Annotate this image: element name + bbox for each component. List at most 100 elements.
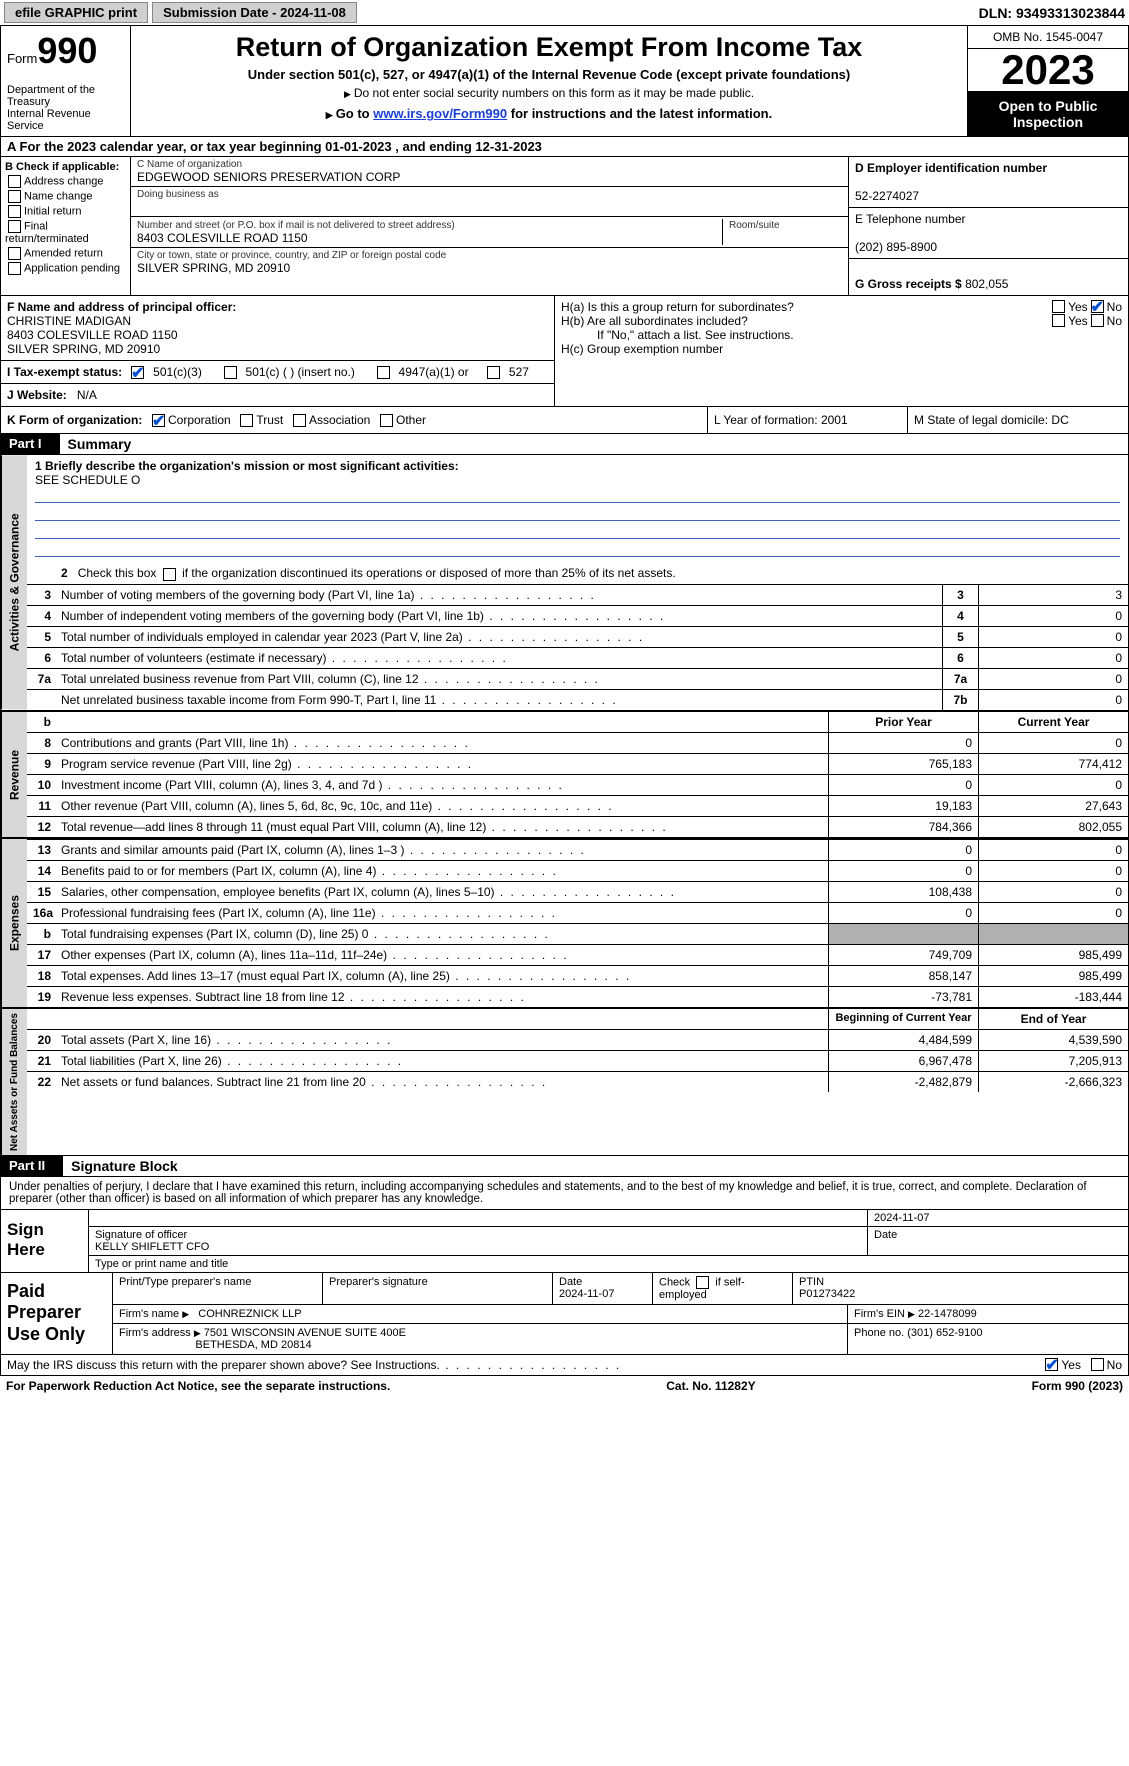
sig-date-label: Date (868, 1227, 1128, 1255)
addr-label: Number and street (or P.O. box if mail i… (137, 220, 455, 231)
summary-section: Activities & Governance 1 Briefly descri… (0, 455, 1129, 1155)
summary-line: 5Total number of individuals employed in… (27, 626, 1128, 647)
firm-ein: 22-1478099 (918, 1308, 977, 1320)
cb-initial-return[interactable]: Initial return (5, 205, 126, 218)
subtitle-2: Do not enter social security numbers on … (137, 86, 961, 100)
form-of-org: K Form of organization: Corporation Trus… (1, 407, 708, 433)
header-mid: Return of Organization Exempt From Incom… (131, 26, 968, 136)
sign-here-label: Sign Here (1, 1210, 89, 1272)
phone-cell: E Telephone number (202) 895-8900 (849, 208, 1128, 259)
prep-date-hdr: Date (559, 1276, 582, 1288)
submission-date: Submission Date - 2024-11-08 (152, 2, 357, 23)
cb-ha-no[interactable] (1091, 300, 1104, 313)
type-name-label: Type or print name and title (89, 1256, 1128, 1272)
open-to-public: Open to Public Inspection (968, 92, 1128, 136)
opt-trust: Trust (256, 413, 283, 427)
summary-line: 8Contributions and grants (Part VIII, li… (27, 732, 1128, 753)
phone-value: (202) 895-8900 (855, 240, 937, 254)
summary-line: 6Total number of volunteers (estimate if… (27, 647, 1128, 668)
ein-value: 52-2274027 (855, 189, 919, 203)
summary-line: 19Revenue less expenses. Subtract line 1… (27, 986, 1128, 1007)
hdr-prior-year: Prior Year (828, 712, 978, 732)
cb-name-change[interactable]: Name change (5, 190, 126, 203)
room-label: Room/suite (729, 220, 780, 231)
col-de: D Employer identification number 52-2274… (848, 157, 1128, 295)
hdr-begin-year: Beginning of Current Year (828, 1009, 978, 1029)
summary-line: 14Benefits paid to or for members (Part … (27, 860, 1128, 881)
form-title: Return of Organization Exempt From Incom… (137, 32, 961, 63)
cb-amended-return[interactable]: Amended return (5, 247, 126, 260)
summary-line: 18Total expenses. Add lines 13–17 (must … (27, 965, 1128, 986)
paid-preparer-label: Paid Preparer Use Only (1, 1273, 113, 1354)
summary-line: 20Total assets (Part X, line 16)4,484,59… (27, 1029, 1128, 1050)
cb-hb-yes[interactable] (1052, 314, 1065, 327)
cb-other[interactable] (380, 414, 393, 427)
cb-final-return[interactable]: Final return/terminated (5, 220, 126, 245)
prep-date: 2024-11-07 (559, 1288, 614, 1300)
gross-value: 802,055 (965, 277, 1008, 291)
firm-addr2: BETHESDA, MD 20814 (195, 1339, 311, 1351)
form990-link[interactable]: www.irs.gov/Form990 (373, 106, 507, 121)
net-header: Beginning of Current Year End of Year (27, 1009, 1128, 1029)
gross-receipts-cell: G Gross receipts $ 802,055 (849, 259, 1128, 295)
irs: Internal Revenue Service (7, 108, 91, 132)
tax-status-label: I Tax-exempt status: (7, 365, 122, 379)
cb-4947[interactable] (377, 366, 390, 379)
firm-name-label: Firm's name (119, 1308, 182, 1320)
tab-net-assets: Net Assets or Fund Balances (1, 1009, 27, 1155)
part-1-badge: Part I (1, 434, 60, 454)
cb-discuss-no[interactable] (1091, 1358, 1104, 1371)
dept-treasury: Department of the Treasury Internal Reve… (7, 84, 124, 132)
cb-address-change[interactable]: Address change (5, 175, 126, 188)
cb-assoc[interactable] (293, 414, 306, 427)
opt-501c: 501(c) ( ) (insert no.) (246, 365, 355, 379)
h-group-return: H(a) Is this a group return for subordin… (555, 296, 1128, 406)
cb-501c3[interactable] (131, 366, 144, 379)
city-label: City or town, state or province, country… (137, 250, 842, 261)
hdr-current-year: Current Year (978, 712, 1128, 732)
cb-trust[interactable] (240, 414, 253, 427)
form-prefix: Form (7, 51, 37, 66)
year-formation: L Year of formation: 2001 (708, 407, 908, 433)
ein-label: D Employer identification number (855, 161, 1047, 175)
ptin-hdr: PTIN (799, 1276, 824, 1288)
col-c-org-info: C Name of organization EDGEWOOD SENIORS … (131, 157, 848, 295)
cb-ha-yes[interactable] (1052, 300, 1065, 313)
cb-self-employed[interactable] (696, 1276, 709, 1289)
city-value: SILVER SPRING, MD 20910 (137, 261, 842, 275)
cb-application-pending[interactable]: Application pending (5, 262, 126, 275)
mission-text: SEE SCHEDULE O (35, 473, 140, 487)
summary-line: 7aTotal unrelated business revenue from … (27, 668, 1128, 689)
goto-line: Go to www.irs.gov/Form990 for instructio… (137, 106, 961, 121)
header-right: OMB No. 1545-0047 2023 Open to Public In… (968, 26, 1128, 136)
cb-corp[interactable] (152, 414, 165, 427)
officer-addr2: SILVER SPRING, MD 20910 (7, 342, 160, 356)
cb-527[interactable] (487, 366, 500, 379)
line-2: 2 Check this box if the organization dis… (27, 563, 1128, 583)
firm-name: COHNREZNICK LLP (198, 1308, 301, 1320)
summary-line: 21Total liabilities (Part X, line 26)6,9… (27, 1050, 1128, 1071)
cb-hb-no[interactable] (1091, 314, 1104, 327)
form-ref: Form 990 (2023) (1032, 1379, 1123, 1393)
prep-sig-hdr: Preparer's signature (323, 1273, 553, 1304)
officer-label: F Name and address of principal officer: (7, 300, 236, 314)
cb-501c[interactable] (224, 366, 237, 379)
dba-label: Doing business as (137, 189, 842, 200)
opt-assoc: Association (309, 413, 370, 427)
tax-year: 2023 (968, 49, 1128, 92)
paid-preparer-block: Paid Preparer Use Only Print/Type prepar… (0, 1273, 1129, 1355)
cb-discontinued[interactable] (163, 568, 176, 581)
summary-line: 9Program service revenue (Part VIII, lin… (27, 753, 1128, 774)
summary-line: Net unrelated business taxable income fr… (27, 689, 1128, 710)
summary-line: 17Other expenses (Part IX, column (A), l… (27, 944, 1128, 965)
row-klm: K Form of organization: Corporation Trus… (0, 407, 1129, 434)
ha-label: H(a) Is this a group return for subordin… (561, 300, 1049, 314)
opt-501c3: 501(c)(3) (153, 365, 202, 379)
header-left: Form990 Department of the Treasury Inter… (1, 26, 131, 136)
efile-button[interactable]: efile GRAPHIC print (4, 2, 148, 23)
perjury-statement: Under penalties of perjury, I declare th… (0, 1177, 1129, 1210)
summary-line: 15Salaries, other compensation, employee… (27, 881, 1128, 902)
website-value: N/A (77, 388, 97, 402)
summary-line: 12Total revenue—add lines 8 through 11 (… (27, 816, 1128, 837)
cb-discuss-yes[interactable] (1045, 1358, 1058, 1371)
